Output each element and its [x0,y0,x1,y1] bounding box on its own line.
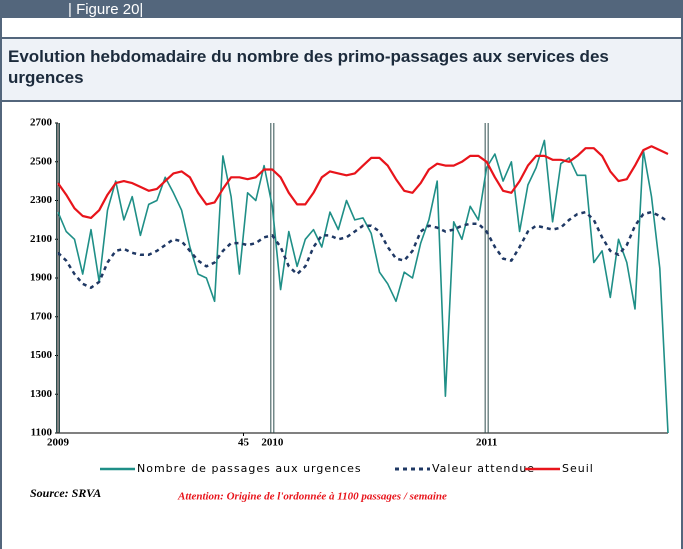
y-tick-label: 2300 [30,194,53,206]
y-tick-label: 1100 [31,427,53,439]
y-tick-label: 2100 [30,233,53,245]
annotation: Attention: Origine de l'ordonnée à 1100 … [177,491,447,503]
series-line [57,210,669,289]
title-holder: Evolution hebdomadaire du nombre des pri… [8,47,609,87]
x-tick-label: 2009 [47,437,70,449]
figure-label: | Figure 20| [68,1,143,18]
header-bar [0,0,683,18]
x-tick-label: 45 [238,437,250,449]
y-tick-label: 1700 [30,310,53,322]
legend-label: Valeur attendue [432,462,535,475]
title-box [1,38,682,100]
series-line [57,139,669,434]
legend-label: Nombre de passages aux urgences [137,462,362,475]
y-tick-label: 1900 [30,272,53,284]
x-tick-label: 2011 [476,437,497,449]
x-tick-label: 2010 [261,437,284,449]
y-tick-label: 1500 [30,349,53,361]
series-line [57,145,669,219]
y-tick-label: 2500 [30,155,53,167]
source: Source: SRVA [30,486,101,500]
legend-label: Seuil [562,462,594,475]
y-tick-label: 2700 [30,117,53,129]
chart-title: Evolution hebdomadaire du nombre des pri… [8,47,609,87]
y-tick-label: 1300 [30,388,53,400]
